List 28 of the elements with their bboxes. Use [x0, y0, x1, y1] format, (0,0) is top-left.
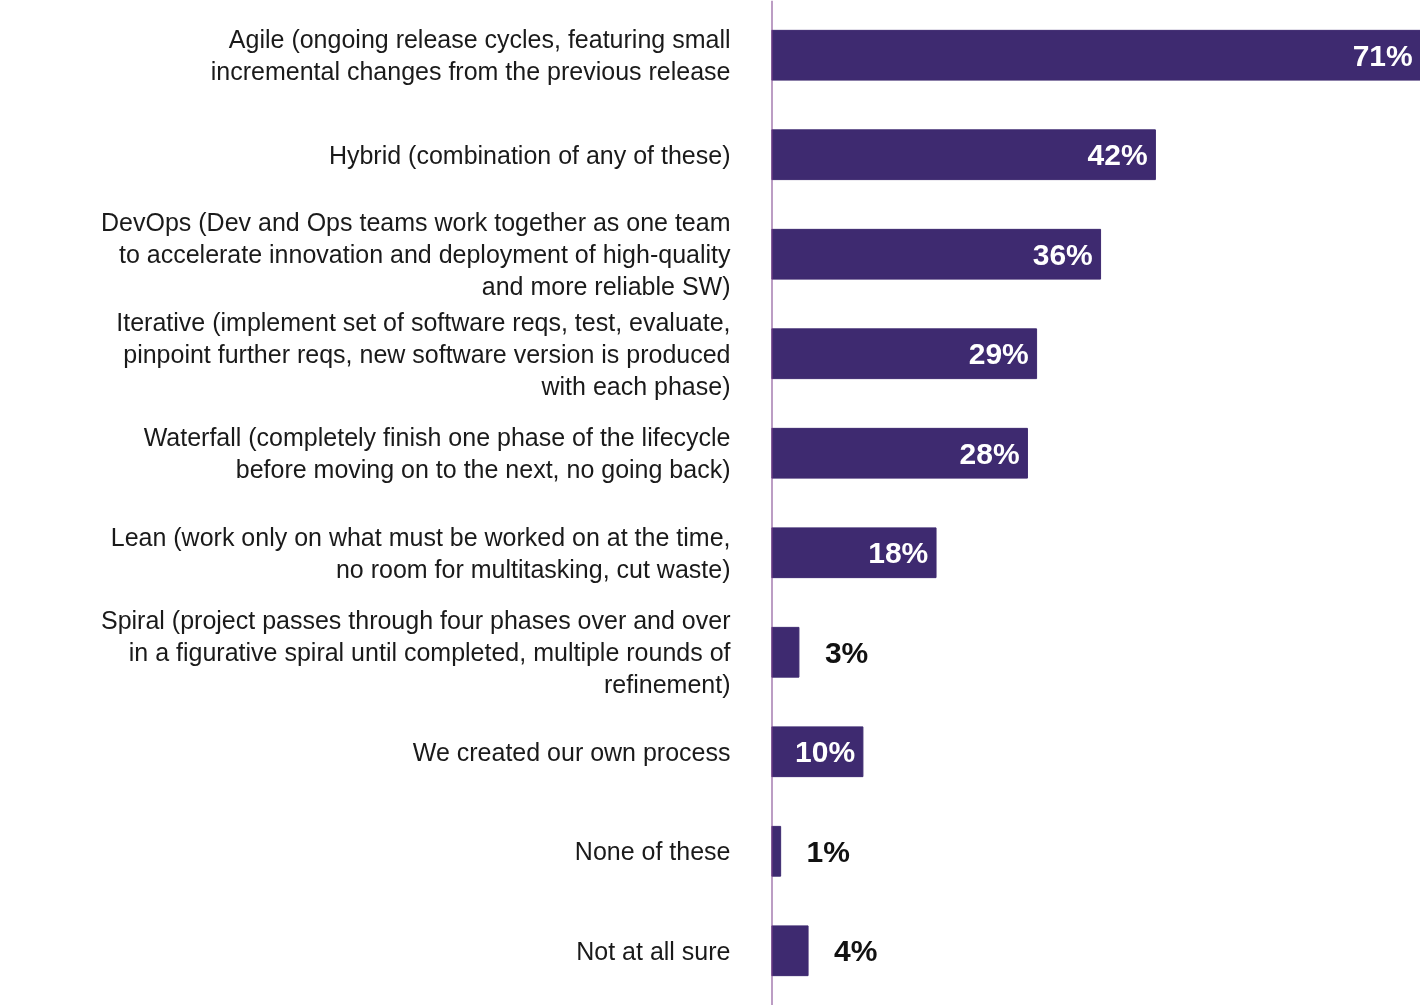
y-tick-label: Hybrid (combination of any of these) — [328, 140, 731, 169]
y-tick-label: Not at all sure — [576, 936, 731, 965]
data-label: 4% — [834, 934, 878, 968]
data-label: 28% — [959, 436, 1020, 470]
y-tick-label: Lean (work only on what must be worked on at the time, no room for multitasking, cut waste) — [110, 522, 731, 583]
data-label: 10% — [795, 735, 856, 769]
y-tick-label: We created our own process — [412, 737, 731, 766]
y-tick-label: Agile (ongoing release cycles, featuring small incremental changes from the previous release — [210, 25, 731, 86]
bar — [771, 925, 809, 977]
y-tick-label: Iterative (implement set of software reqs, test, evaluate, pinpoint further reqs, new software version is produced with each phase) — [116, 307, 731, 400]
y-tick-label: Waterfall (completely finish one phase of the lifecycle before moving on to the next, no going back) — [143, 423, 731, 484]
data-label: 36% — [1032, 237, 1093, 271]
bar — [771, 228, 1102, 280]
y-tick-label: DevOps (Dev and Ops teams work together as one team to accelerate innovation and deployment of high-quality and more reliable SW) — [101, 208, 731, 301]
data-label: 1% — [806, 834, 850, 868]
bar — [771, 527, 937, 579]
bar — [771, 427, 1028, 479]
bar — [771, 29, 1420, 81]
bar — [771, 129, 1156, 181]
bar — [771, 328, 1038, 380]
data-label: 71% — [1352, 38, 1413, 72]
data-label: 18% — [868, 536, 929, 570]
data-label: 3% — [824, 635, 869, 669]
y-tick-label: Spiral (project passes through four phases over and over in a figurative spiral until completed, multiple rounds of refinement) — [100, 606, 731, 699]
y-tick-label: None of these — [574, 837, 731, 866]
data-label: 42% — [1087, 138, 1148, 172]
bar — [771, 626, 800, 678]
data-label: 29% — [968, 337, 1029, 371]
